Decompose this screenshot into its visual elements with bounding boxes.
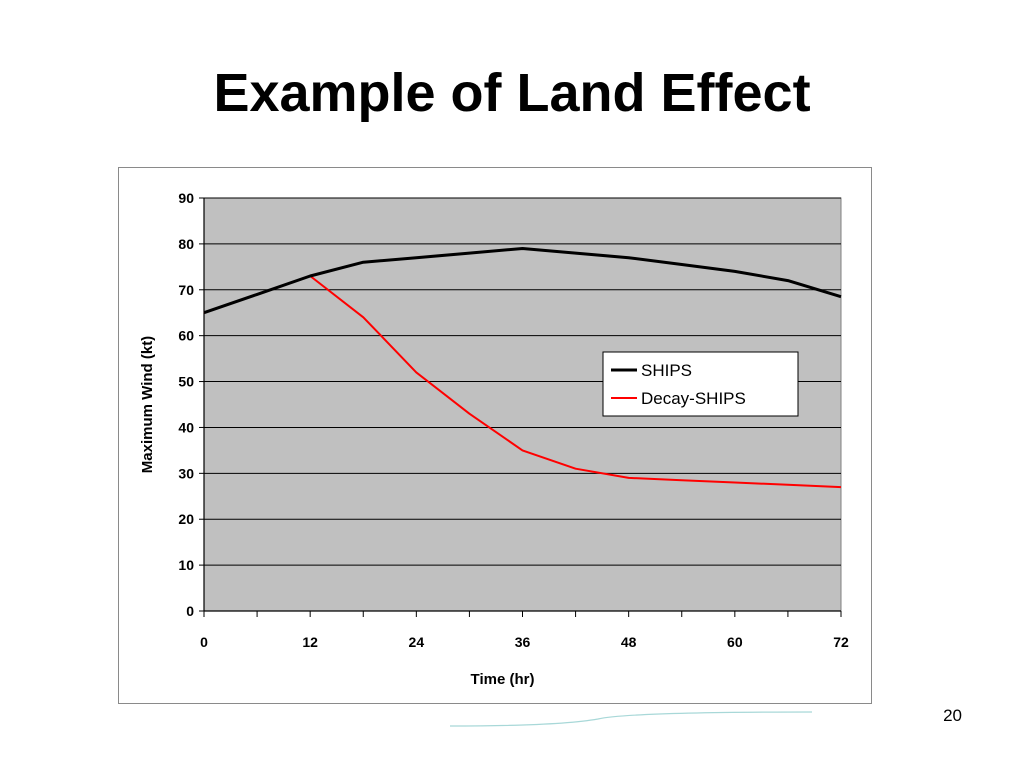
x-tick-label-60: 60 — [727, 634, 743, 650]
series-lines — [203, 247, 842, 489]
chart-frame: 0 10 20 30 40 50 60 70 80 90 0 12 24 36 48 60 72 Time (… — [118, 167, 872, 704]
x-tick-labels: 0 12 24 36 48 60 72 — [200, 634, 849, 650]
y-tick-label-0: 0 — [186, 603, 194, 619]
y-tick-label-10: 10 — [178, 557, 194, 573]
y-tick-label-50: 50 — [178, 374, 194, 390]
legend-label-ships: SHIPS — [641, 361, 692, 380]
x-tick-label-36: 36 — [515, 634, 531, 650]
x-tick-label-24: 24 — [409, 634, 425, 650]
line-chart: 0 10 20 30 40 50 60 70 80 90 0 12 24 36 48 60 72 Time (… — [139, 190, 849, 688]
legend-box — [602, 351, 799, 417]
y-axis-title: Maximum Wind (kt) — [139, 336, 156, 473]
legend: SHIPS Decay-SHIPS — [602, 351, 799, 417]
legend-label-decay-ships: Decay-SHIPS — [641, 389, 746, 408]
y-tick-labels: 0 10 20 30 40 50 60 70 80 90 — [178, 190, 194, 619]
y-tick-label-30: 30 — [178, 465, 194, 481]
y-tick-label-70: 70 — [178, 282, 194, 298]
page-number: 20 — [943, 706, 962, 725]
y-tick-label-40: 40 — [178, 419, 194, 435]
y-tick-label-80: 80 — [178, 236, 194, 252]
x-tick-label-48: 48 — [621, 634, 637, 650]
y-tick-label-20: 20 — [178, 511, 194, 527]
x-tick-label-72: 72 — [833, 634, 849, 650]
x-tick-label-12: 12 — [302, 634, 318, 650]
axes — [203, 198, 842, 617]
y-tick-label-60: 60 — [178, 328, 194, 344]
x-tick-label-0: 0 — [200, 634, 208, 650]
x-axis-title: Time (hr) — [471, 671, 535, 688]
series-line-ships — [203, 247, 842, 315]
slide-title: Example of Land Effect — [213, 63, 811, 123]
y-tick-label-90: 90 — [178, 190, 194, 206]
